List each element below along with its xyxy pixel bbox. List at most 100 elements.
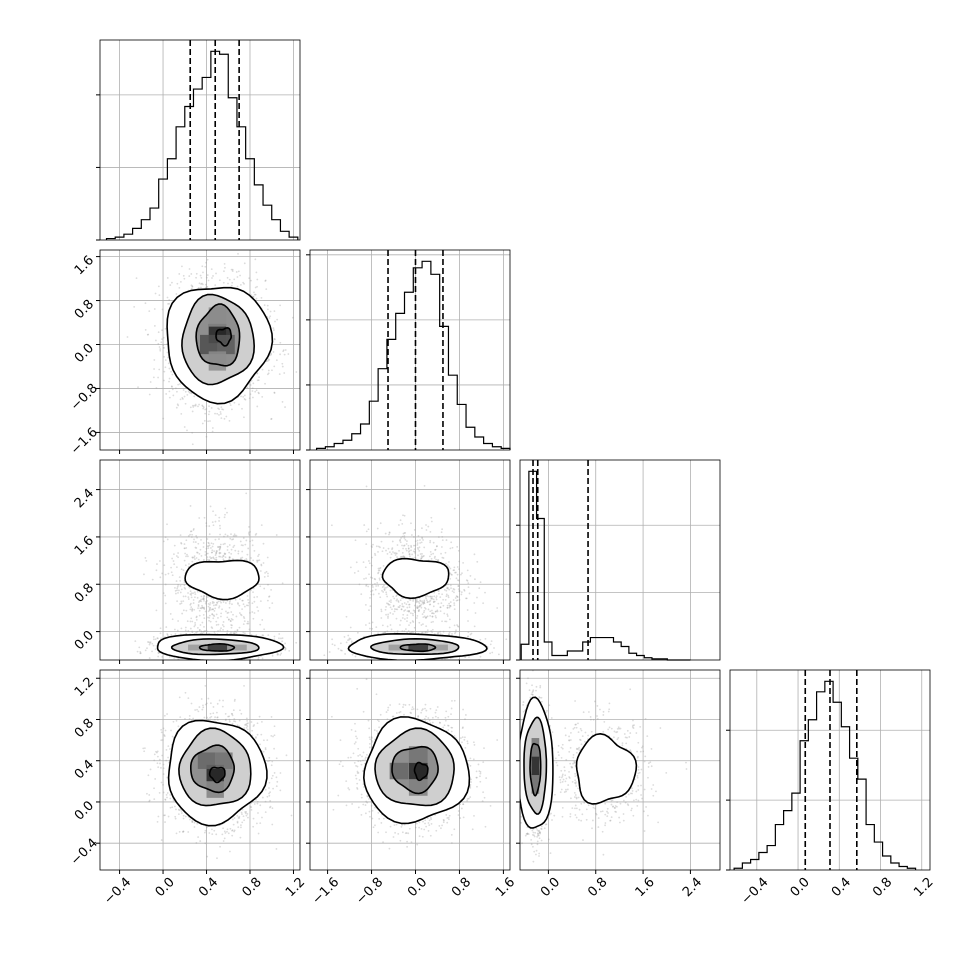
- sample-point: [228, 278, 231, 281]
- sample-point: [232, 632, 235, 634]
- sample-point: [216, 601, 218, 604]
- sample-point: [138, 646, 141, 649]
- sample-point: [197, 662, 199, 664]
- sample-point: [191, 410, 194, 413]
- sample-point: [159, 349, 162, 352]
- sample-point: [198, 628, 201, 631]
- sample-point: [266, 304, 269, 307]
- sample-point: [194, 404, 197, 407]
- sample-point: [189, 406, 192, 409]
- sample-point: [243, 282, 245, 285]
- sample-point: [153, 359, 156, 361]
- sample-point: [226, 276, 229, 279]
- sample-point: [278, 633, 281, 635]
- sample-point: [261, 657, 264, 660]
- sample-point: [207, 413, 210, 416]
- sample-point: [167, 303, 169, 305]
- sample-point: [220, 627, 222, 630]
- sample-point: [207, 547, 210, 550]
- sample-point: [183, 547, 186, 550]
- sample-point: [171, 618, 174, 621]
- sample-point: [201, 604, 203, 607]
- sample-point: [189, 627, 192, 630]
- sample-point: [238, 612, 241, 614]
- sample-point: [208, 410, 211, 413]
- sample-point: [205, 276, 208, 279]
- sample-point: [273, 337, 276, 340]
- sample-point: [156, 563, 158, 565]
- sample-point: [241, 407, 243, 410]
- sample-point: [223, 270, 225, 273]
- sample-point: [233, 401, 236, 404]
- sample-point: [246, 553, 249, 556]
- sample-point: [252, 382, 255, 385]
- sample-point: [231, 268, 234, 271]
- sample-point: [151, 642, 154, 645]
- sample-point: [272, 351, 275, 353]
- sample-point: [161, 329, 163, 332]
- sample-point: [283, 372, 286, 374]
- sample-point: [256, 278, 259, 281]
- sample-point: [161, 338, 163, 341]
- sample-point: [157, 655, 160, 658]
- sample-point: [211, 549, 214, 552]
- sample-point: [230, 624, 232, 626]
- sample-point: [284, 648, 287, 651]
- sample-point: [267, 572, 269, 575]
- sample-point: [212, 608, 214, 610]
- sample-point: [226, 534, 229, 537]
- sample-point: [168, 302, 171, 305]
- sample-point: [209, 606, 212, 609]
- sample-point: [198, 552, 201, 555]
- sample-point: [252, 296, 255, 298]
- sample-point: [154, 638, 157, 641]
- sample-point: [257, 610, 260, 612]
- sample-point: [171, 281, 173, 284]
- sample-point: [175, 592, 177, 595]
- density-cell: [208, 307, 227, 327]
- sample-point: [203, 625, 205, 628]
- sample-point: [171, 574, 174, 577]
- panel-frame: [99, 249, 301, 451]
- sample-point: [218, 552, 221, 555]
- sample-point: [241, 599, 244, 602]
- sample-point: [175, 406, 178, 409]
- sample-point: [219, 527, 221, 530]
- sample-point: [180, 568, 183, 571]
- sample-point: [223, 417, 226, 420]
- sample-point: [281, 582, 284, 585]
- sample-point: [202, 598, 205, 601]
- sample-point: [211, 613, 214, 615]
- sample-point: [174, 387, 177, 390]
- sample-point: [192, 602, 195, 604]
- sample-point: [162, 344, 165, 347]
- sample-point: [195, 276, 197, 279]
- sample-point: [235, 631, 238, 634]
- sample-point: [233, 632, 236, 635]
- sample-point: [186, 429, 188, 432]
- sample-point: [199, 274, 202, 277]
- sample-point: [197, 605, 200, 607]
- sample-point: [231, 270, 234, 272]
- sample-point: [185, 632, 188, 635]
- sample-point: [242, 544, 244, 547]
- sample-point: [235, 271, 238, 273]
- sample-point: [284, 642, 287, 645]
- sample-point: [186, 393, 189, 396]
- sample-point: [168, 377, 171, 380]
- sample-point: [187, 629, 190, 632]
- sample-point: [188, 268, 191, 270]
- sample-point: [196, 590, 199, 593]
- sample-point: [249, 393, 252, 396]
- sample-point: [272, 329, 275, 331]
- sample-point: [237, 603, 239, 605]
- sample-point: [263, 628, 266, 631]
- sample-point: [195, 661, 197, 663]
- contour-line: [166, 286, 274, 405]
- sample-point: [163, 370, 166, 373]
- sample-point: [229, 599, 232, 602]
- sample-point: [157, 652, 160, 654]
- sample-point: [190, 284, 193, 287]
- sample-point: [169, 284, 172, 286]
- sample-point: [205, 547, 208, 550]
